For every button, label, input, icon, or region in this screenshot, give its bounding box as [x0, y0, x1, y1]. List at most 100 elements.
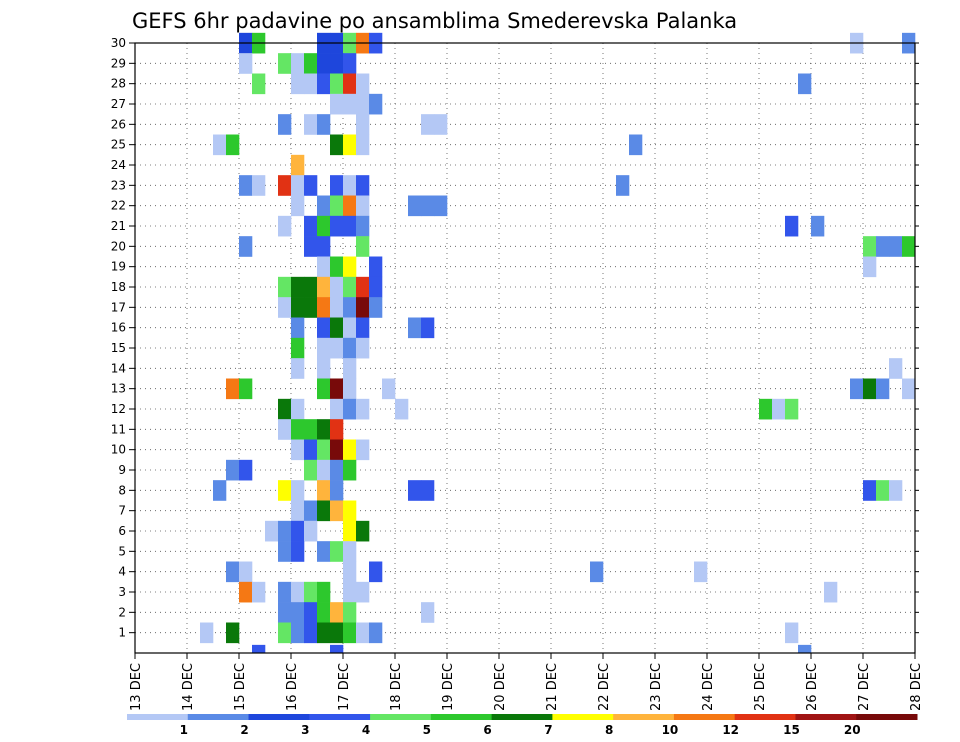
precip-cell — [356, 134, 370, 156]
precip-cell — [330, 297, 344, 318]
y-axis-ticks: 1234567891011121314151617181920212223242… — [111, 36, 919, 640]
y-tick-label: 25 — [111, 138, 126, 152]
colorbar-label: 2 — [240, 723, 248, 737]
precip-cell — [291, 439, 305, 461]
precip-cell — [330, 541, 344, 562]
precip-cell — [239, 459, 253, 481]
precip-cell — [330, 53, 344, 74]
y-tick-label: 1 — [118, 626, 126, 640]
precip-cell — [278, 297, 292, 318]
y-tick-label: 28 — [111, 77, 126, 91]
colorbar-segment — [248, 714, 310, 720]
precip-cell — [291, 500, 305, 522]
precip-cell — [330, 73, 344, 95]
y-tick-label: 4 — [118, 565, 126, 579]
precip-cell — [889, 358, 903, 379]
precip-cell — [863, 236, 877, 257]
precip-cell — [304, 297, 318, 318]
precip-cell — [330, 398, 344, 420]
precip-cell — [876, 378, 890, 400]
precip-cell — [304, 459, 318, 481]
precip-cell — [226, 134, 240, 156]
precip-cell — [330, 337, 344, 359]
precip-cell — [317, 114, 331, 135]
precip-cell — [317, 215, 331, 237]
precip-cell — [239, 53, 253, 74]
precip-cell — [317, 419, 331, 440]
colorbar-segment — [309, 714, 371, 720]
precip-cell — [824, 581, 838, 603]
y-tick-label: 27 — [111, 97, 126, 111]
precip-cell — [317, 439, 331, 461]
precip-cell — [356, 93, 370, 115]
y-tick-label: 18 — [111, 280, 126, 294]
precip-cell — [304, 500, 318, 522]
precip-cell — [343, 602, 357, 623]
precip-cell — [317, 73, 331, 95]
colorbar-legend: 1 2 3 4 5 6 7 8 10 12 15 20 — [127, 714, 918, 737]
precip-cell — [317, 378, 331, 400]
precip-cell — [291, 276, 305, 298]
precip-cell — [343, 317, 357, 339]
precip-cell — [213, 134, 227, 156]
precip-cell — [343, 398, 357, 420]
precip-cell — [304, 236, 318, 257]
precip-cell — [291, 53, 305, 74]
y-tick-label: 10 — [111, 443, 126, 457]
grid-lines — [135, 42, 915, 653]
y-tick-label: 7 — [118, 504, 126, 518]
precip-cell — [291, 480, 305, 501]
precip-cell — [291, 520, 305, 542]
precip-cell — [343, 53, 357, 74]
precip-cell — [304, 215, 318, 237]
precip-cell — [395, 398, 409, 420]
precip-cell — [343, 297, 357, 318]
precip-cell — [343, 439, 357, 461]
chart-title: GEFS 6hr padavine po ansamblima Smederev… — [132, 9, 737, 33]
precip-cell — [278, 581, 292, 603]
precip-cell — [785, 622, 799, 644]
y-tick-label: 29 — [111, 56, 126, 70]
precip-cell — [317, 480, 331, 501]
x-tick-label: 27 DEC — [857, 663, 872, 711]
precip-cell — [330, 215, 344, 237]
precip-cell — [291, 297, 305, 318]
precip-cell — [330, 276, 344, 298]
colorbar-label: 8 — [605, 723, 613, 737]
colorbar-segment — [734, 714, 796, 720]
x-tick-label: 25 DEC — [753, 663, 768, 711]
colorbar-label: 6 — [483, 723, 491, 737]
precip-cell — [876, 236, 890, 257]
precip-cell — [317, 541, 331, 562]
precip-cell — [330, 622, 344, 644]
precip-cell — [434, 114, 448, 135]
precip-cell — [850, 378, 864, 400]
precip-cell — [291, 195, 305, 217]
precip-cell — [356, 195, 370, 217]
precip-cell — [343, 358, 357, 379]
precip-cell — [200, 622, 214, 644]
precip-cell — [356, 398, 370, 420]
y-tick-label: 30 — [111, 36, 126, 50]
precip-cell — [291, 398, 305, 420]
y-tick-label: 2 — [118, 605, 126, 619]
y-tick-label: 6 — [118, 524, 126, 538]
y-tick-label: 15 — [111, 341, 126, 355]
precip-cell — [798, 73, 812, 95]
colorbar-label: 4 — [362, 723, 370, 737]
precipitation-cells — [200, 32, 916, 654]
precip-cell — [902, 236, 916, 257]
x-tick-label: 19 DEC — [441, 663, 456, 711]
precip-cell — [278, 276, 292, 298]
precip-cell — [343, 256, 357, 278]
precip-cell — [330, 480, 344, 501]
precip-cell — [291, 622, 305, 644]
precip-cell — [798, 644, 812, 654]
precip-cell — [889, 236, 903, 257]
precip-cell — [343, 134, 357, 156]
precip-cell — [330, 378, 344, 400]
precip-cell — [369, 561, 383, 583]
precip-cell — [330, 419, 344, 440]
colorbar-segment — [370, 714, 432, 720]
